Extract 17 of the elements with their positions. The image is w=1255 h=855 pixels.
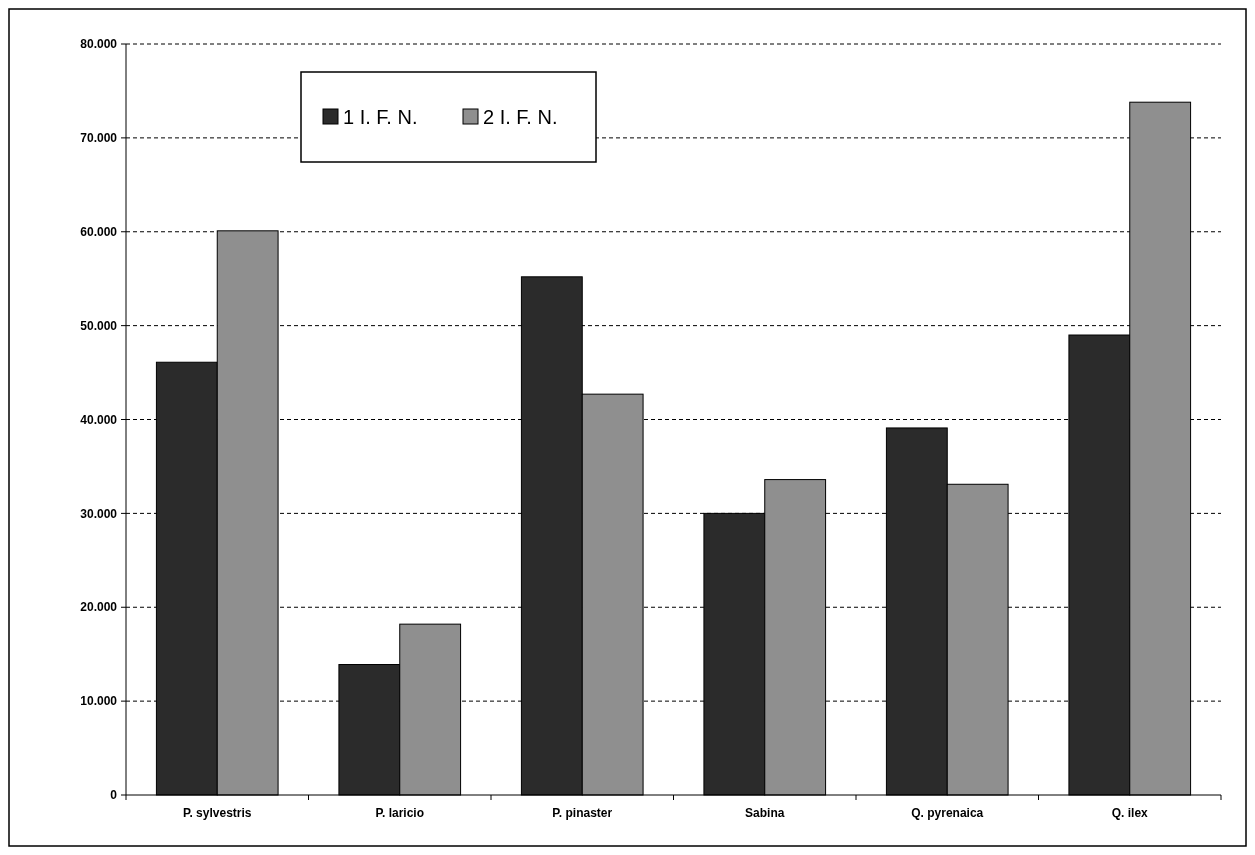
- x-tick-label: P. pinaster: [552, 806, 613, 820]
- y-tick-label: 10.000: [80, 694, 118, 709]
- x-tick-label: P. laricio: [375, 806, 424, 820]
- y-tick-label: 80.000: [80, 37, 118, 52]
- y-tick-label: 30.000: [80, 506, 118, 521]
- y-tick-label: 70.000: [80, 131, 118, 146]
- y-tick-label: 40.000: [80, 412, 118, 427]
- legend-label: 2 I. F. N.: [483, 106, 558, 128]
- y-tick-label: 20.000: [80, 600, 118, 615]
- x-tick-label: Q. ilex: [1111, 806, 1149, 820]
- y-tick-label: 0: [110, 788, 118, 803]
- legend-label: 1 I. F. N.: [343, 106, 418, 128]
- x-tick-label: Sabina: [745, 806, 785, 820]
- y-tick-label: 60.000: [80, 224, 118, 239]
- x-tick-label: Q. pyrenaica: [911, 806, 984, 820]
- x-tick-label: P. sylvestris: [182, 806, 252, 820]
- y-tick-label: 50.000: [80, 318, 118, 333]
